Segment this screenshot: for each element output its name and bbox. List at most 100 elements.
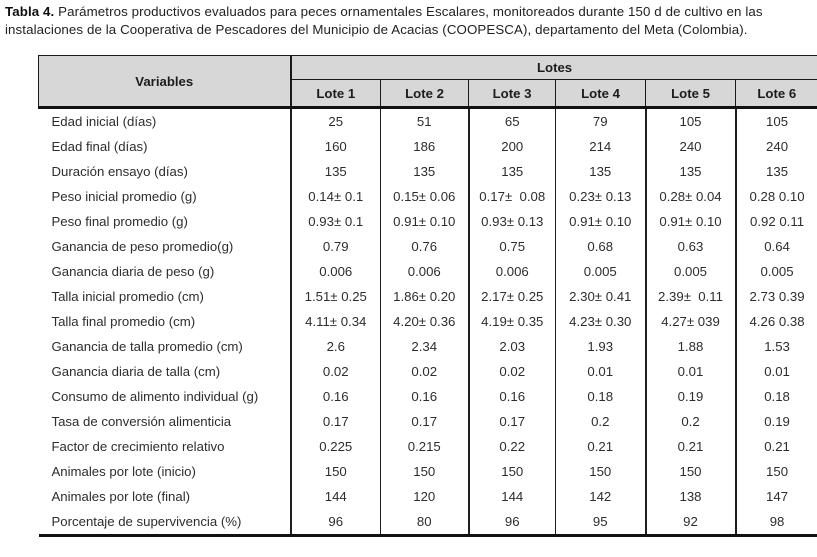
row-label: Peso final promedio (g) <box>39 209 291 234</box>
cell-value: 0.28± 0.04 <box>646 184 736 209</box>
cell-value: 214 <box>556 134 646 159</box>
cell-value: 0.79 <box>291 234 381 259</box>
cell-value: 0.005 <box>736 259 817 284</box>
cell-value: 0.91± 0.10 <box>556 209 646 234</box>
cell-value: 150 <box>291 459 381 484</box>
column-header: Lote 1 <box>291 80 381 108</box>
row-label: Edad final (días) <box>39 134 291 159</box>
cell-value: 0.01 <box>646 359 736 384</box>
row-label: Porcentaje de supervivencia (%) <box>39 509 291 536</box>
cell-value: 0.006 <box>381 259 469 284</box>
lotes-group-header: Lotes <box>291 56 817 80</box>
cell-value: 80 <box>381 509 469 536</box>
cell-value: 135 <box>646 159 736 184</box>
cell-value: 0.02 <box>469 359 556 384</box>
cell-value: 138 <box>646 484 736 509</box>
row-label: Consumo de alimento individual (g) <box>39 384 291 409</box>
cell-value: 4.11± 0.34 <box>291 309 381 334</box>
cell-value: 2.39± 0.11 <box>646 284 736 309</box>
cell-value: 0.225 <box>291 434 381 459</box>
cell-value: 2.17± 0.25 <box>469 284 556 309</box>
cell-value: 135 <box>469 159 556 184</box>
cell-value: 0.02 <box>381 359 469 384</box>
cell-value: 1.88 <box>646 334 736 359</box>
cell-value: 0.01 <box>556 359 646 384</box>
cell-value: 135 <box>736 159 817 184</box>
table-caption: Tabla 4. Parámetros productivos evaluado… <box>5 3 811 39</box>
cell-value: 0.16 <box>469 384 556 409</box>
cell-value: 0.02 <box>291 359 381 384</box>
cell-value: 0.23± 0.13 <box>556 184 646 209</box>
cell-value: 0.005 <box>646 259 736 284</box>
cell-value: 0.16 <box>381 384 469 409</box>
column-header: Lote 4 <box>556 80 646 108</box>
cell-value: 147 <box>736 484 817 509</box>
cell-value: 0.63 <box>646 234 736 259</box>
cell-value: 186 <box>381 134 469 159</box>
cell-value: 0.17 <box>381 409 469 434</box>
cell-value: 135 <box>556 159 646 184</box>
cell-value: 150 <box>556 459 646 484</box>
cell-value: 96 <box>291 509 381 536</box>
column-header: Lote 3 <box>469 80 556 108</box>
row-label: Talla final promedio (cm) <box>39 309 291 334</box>
cell-value: 200 <box>469 134 556 159</box>
cell-value: 4.27± 039 <box>646 309 736 334</box>
column-header: Lote 2 <box>381 80 469 108</box>
row-label: Duración ensayo (días) <box>39 159 291 184</box>
cell-value: 150 <box>381 459 469 484</box>
group-header-row: Variables Lotes <box>39 56 817 80</box>
cell-value: 0.215 <box>381 434 469 459</box>
cell-value: 142 <box>556 484 646 509</box>
row-label: Peso inicial promedio (g) <box>39 184 291 209</box>
cell-value: 0.92 0.11 <box>736 209 817 234</box>
page: Tabla 4. Parámetros productivos evaluado… <box>0 3 817 537</box>
cell-value: 0.93± 0.1 <box>291 209 381 234</box>
cell-value: 105 <box>736 108 817 135</box>
cell-value: 0.93± 0.13 <box>469 209 556 234</box>
cell-value: 105 <box>646 108 736 135</box>
cell-value: 98 <box>736 509 817 536</box>
cell-value: 0.19 <box>646 384 736 409</box>
cell-value: 0.75 <box>469 234 556 259</box>
cell-value: 135 <box>291 159 381 184</box>
cell-value: 51 <box>381 108 469 135</box>
cell-value: 240 <box>646 134 736 159</box>
cell-value: 0.21 <box>736 434 817 459</box>
cell-value: 0.21 <box>646 434 736 459</box>
cell-value: 0.19 <box>736 409 817 434</box>
cell-value: 96 <box>469 509 556 536</box>
row-label: Tasa de conversión alimenticia <box>39 409 291 434</box>
cell-value: 240 <box>736 134 817 159</box>
cell-value: 0.18 <box>736 384 817 409</box>
cell-value: 144 <box>291 484 381 509</box>
row-label: Factor de crecimiento relativo <box>39 434 291 459</box>
column-header: Lote 5 <box>646 80 736 108</box>
cell-value: 25 <box>291 108 381 135</box>
cell-value: 144 <box>469 484 556 509</box>
row-label: Edad inicial (días) <box>39 108 291 135</box>
cell-value: 0.68 <box>556 234 646 259</box>
cell-value: 65 <box>469 108 556 135</box>
cell-value: 79 <box>556 108 646 135</box>
row-label: Ganancia diaria de peso (g) <box>39 259 291 284</box>
cell-value: 0.91± 0.10 <box>381 209 469 234</box>
row-label: Ganancia de talla promedio (cm) <box>39 334 291 359</box>
cell-value: 135 <box>381 159 469 184</box>
